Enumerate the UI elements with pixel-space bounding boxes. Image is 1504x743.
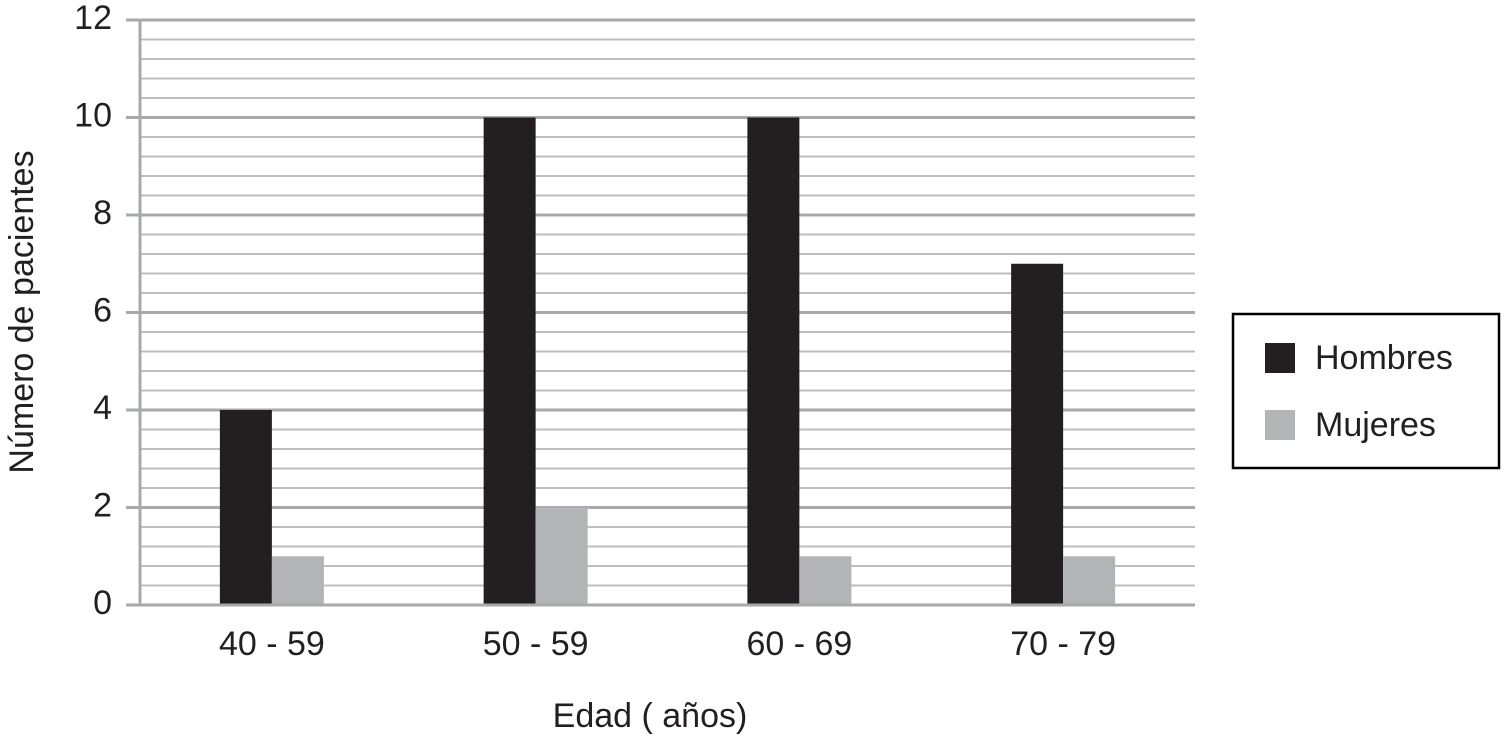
- y-tick-label: 6: [93, 291, 112, 329]
- bar: [219, 410, 272, 605]
- y-tick-label: 2: [93, 486, 112, 524]
- y-tick-label: 0: [93, 584, 112, 622]
- y-tick-label: 12: [74, 0, 112, 37]
- y-tick-label: 10: [74, 96, 112, 134]
- bar: [271, 556, 324, 605]
- legend-swatch: [1265, 410, 1295, 440]
- y-axis-title: Número de pacientes: [3, 150, 41, 473]
- y-tick-label: 8: [93, 194, 112, 232]
- x-tick-label: 40 - 59: [219, 625, 325, 663]
- x-axis-title: Edad ( años): [553, 697, 748, 735]
- bar: [1011, 263, 1064, 605]
- legend-box: [1231, 312, 1501, 470]
- bar: [799, 556, 852, 605]
- x-tick-label: 60 - 69: [746, 625, 852, 663]
- bar: [747, 117, 800, 605]
- bar: [535, 507, 588, 605]
- legend-swatch: [1265, 343, 1295, 373]
- x-tick-label: 70 - 79: [1010, 625, 1116, 663]
- bar: [483, 117, 536, 605]
- legend-label: Hombres: [1315, 339, 1453, 377]
- bar: [1063, 556, 1116, 605]
- x-tick-label: 50 - 59: [483, 625, 589, 663]
- legend-label: Mujeres: [1315, 406, 1436, 444]
- y-tick-label: 4: [93, 389, 112, 427]
